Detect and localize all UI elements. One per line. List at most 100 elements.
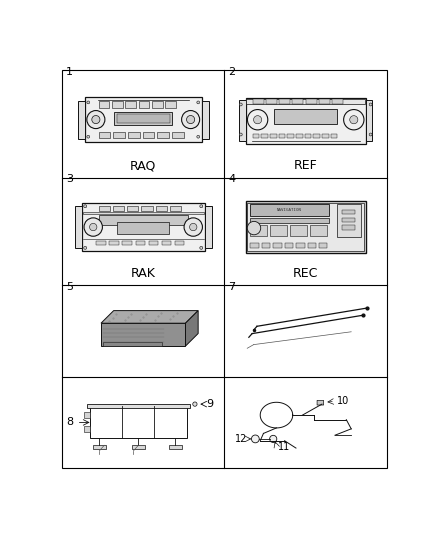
Circle shape: [247, 110, 268, 130]
Circle shape: [187, 116, 194, 124]
Circle shape: [84, 205, 87, 208]
Bar: [83, 212, 204, 214]
Bar: [172, 132, 184, 138]
Circle shape: [254, 116, 261, 124]
Bar: [143, 132, 154, 138]
Bar: [117, 114, 170, 123]
Bar: [319, 99, 330, 103]
Text: REC: REC: [293, 266, 318, 280]
Bar: [162, 240, 171, 245]
Circle shape: [344, 110, 364, 130]
Bar: [141, 206, 152, 211]
Bar: [307, 243, 316, 248]
Text: 8: 8: [66, 417, 74, 427]
Bar: [117, 222, 169, 234]
Bar: [246, 99, 365, 104]
Bar: [261, 134, 268, 138]
Bar: [148, 240, 158, 245]
Circle shape: [369, 133, 372, 136]
Bar: [152, 101, 162, 108]
Circle shape: [197, 135, 200, 138]
Bar: [157, 132, 169, 138]
Circle shape: [247, 221, 261, 235]
Bar: [310, 225, 327, 236]
Text: 12: 12: [235, 434, 247, 444]
Bar: [202, 101, 209, 139]
Circle shape: [182, 110, 200, 128]
Bar: [112, 101, 123, 108]
Bar: [87, 403, 190, 408]
Bar: [270, 225, 287, 236]
Text: 9: 9: [206, 399, 213, 409]
Polygon shape: [101, 323, 185, 346]
Circle shape: [87, 110, 105, 128]
Text: 3: 3: [66, 174, 73, 184]
Bar: [342, 225, 355, 230]
Circle shape: [369, 103, 372, 106]
Circle shape: [200, 246, 203, 249]
Bar: [78, 101, 85, 139]
Text: RAK: RAK: [131, 266, 155, 280]
Bar: [305, 134, 311, 138]
Bar: [270, 134, 277, 138]
Bar: [279, 99, 290, 103]
Bar: [102, 342, 162, 345]
Bar: [290, 225, 307, 236]
Bar: [314, 134, 320, 138]
Bar: [251, 225, 267, 236]
Circle shape: [87, 101, 90, 104]
Bar: [251, 218, 328, 223]
Bar: [113, 132, 125, 138]
Bar: [246, 201, 366, 253]
Text: 4: 4: [228, 174, 236, 184]
Bar: [75, 206, 81, 248]
Bar: [99, 215, 188, 224]
Bar: [287, 134, 294, 138]
Bar: [123, 240, 132, 245]
Text: 7: 7: [228, 282, 236, 292]
Bar: [337, 204, 361, 237]
Circle shape: [197, 101, 200, 104]
Circle shape: [184, 218, 202, 236]
Text: 2: 2: [228, 67, 236, 77]
Bar: [85, 97, 202, 142]
Bar: [275, 109, 337, 124]
Bar: [322, 134, 328, 138]
Bar: [84, 426, 90, 432]
Text: 1: 1: [66, 67, 73, 77]
Bar: [342, 210, 355, 214]
Bar: [99, 101, 110, 108]
Bar: [166, 101, 176, 108]
Bar: [246, 98, 366, 144]
Bar: [125, 101, 136, 108]
Bar: [266, 99, 277, 103]
Circle shape: [200, 205, 203, 208]
Bar: [90, 406, 187, 439]
Circle shape: [239, 103, 242, 106]
Text: REF: REF: [294, 159, 318, 172]
Polygon shape: [185, 311, 198, 346]
Bar: [253, 134, 259, 138]
Bar: [319, 243, 327, 248]
Bar: [139, 101, 149, 108]
Bar: [247, 203, 364, 251]
Bar: [99, 206, 110, 211]
Bar: [239, 100, 246, 141]
Circle shape: [270, 435, 277, 442]
Bar: [285, 243, 293, 248]
Bar: [205, 206, 212, 248]
Bar: [306, 99, 317, 103]
Polygon shape: [101, 311, 198, 323]
Circle shape: [89, 223, 97, 231]
Text: RAQ: RAQ: [130, 159, 156, 172]
Circle shape: [350, 116, 358, 124]
Bar: [99, 132, 110, 138]
Bar: [155, 206, 167, 211]
Circle shape: [84, 218, 102, 236]
Text: 10: 10: [336, 397, 349, 406]
Bar: [92, 445, 106, 449]
Text: 5: 5: [66, 282, 73, 292]
Bar: [175, 240, 184, 245]
Bar: [114, 112, 173, 125]
Bar: [293, 99, 303, 103]
